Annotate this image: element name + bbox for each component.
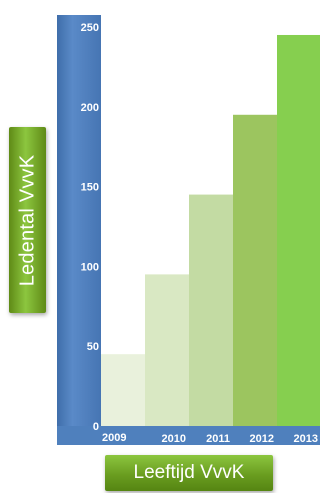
y-tick-label: 250 (81, 22, 99, 34)
bar-2009 (101, 354, 145, 426)
y-tick-label: 200 (81, 102, 99, 114)
x-tick-label: 2011 (206, 433, 230, 445)
y-tick-label: 0 (93, 421, 99, 433)
x-tick-label: 2009 (102, 432, 126, 444)
x-axis-label-box: Leeftijd VvvK (105, 455, 273, 491)
bar-2011 (189, 194, 233, 426)
x-tick-label: 2013 (294, 433, 318, 445)
y-axis-label-box: Ledental VvvK (9, 127, 46, 313)
x-tick-label: 2010 (162, 433, 186, 445)
x-axis-label: Leeftijd VvvK (133, 462, 245, 483)
y-tick-label: 50 (87, 341, 99, 353)
y-axis-band (57, 15, 101, 445)
y-axis-label: Ledental VvvK (16, 154, 39, 286)
bar-2010 (145, 274, 189, 426)
x-tick-label: 2012 (250, 433, 274, 445)
y-tick-label: 100 (81, 261, 99, 273)
bar-2013 (277, 34, 320, 426)
y-tick-label: 150 (81, 182, 99, 194)
x-axis-band (57, 426, 320, 445)
bar-2012 (233, 114, 277, 426)
